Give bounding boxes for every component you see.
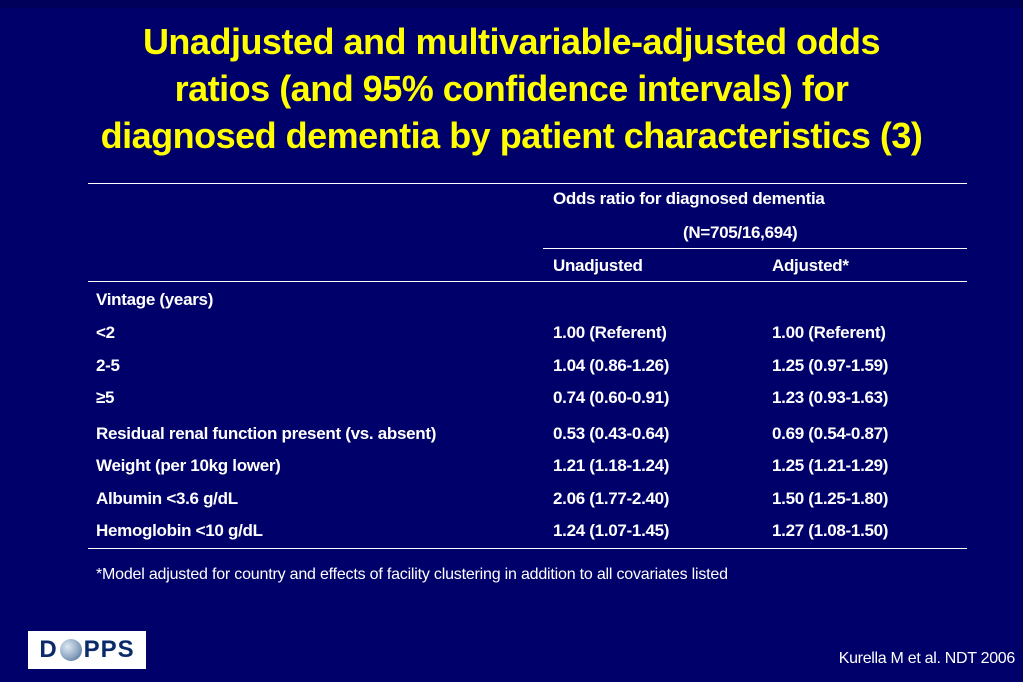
adjusted-value: 0.69 (0.54-0.87) [772, 424, 889, 443]
unadjusted-value: 1.21 (1.18-1.24) [553, 456, 670, 475]
header-group-label: Odds ratio for diagnosed dementia [553, 189, 825, 208]
row-label: Weight (per 10kg lower) [96, 456, 281, 475]
unadjusted-value: 1.24 (1.07-1.45) [553, 521, 670, 540]
row-label: <2 [96, 323, 115, 342]
adjusted-value: 1.50 (1.25-1.80) [772, 489, 889, 508]
citation: Kurella M et al. NDT 2006 [838, 650, 1016, 667]
unadjusted-value: 2.06 (1.77-2.40) [553, 489, 670, 508]
header-group-rule [543, 248, 967, 249]
row-label: 2-5 [96, 356, 120, 375]
top-strip [0, 0, 1023, 8]
header-bottom-rule [88, 281, 967, 282]
adjusted-value: 1.00 (Referent) [772, 323, 886, 342]
adjusted-value: 1.27 (1.08-1.50) [772, 521, 889, 540]
title-line-1: Unadjusted and multivariable-adjusted od… [142, 21, 881, 62]
row-label: Vintage (years) [96, 290, 214, 309]
unadjusted-value: 0.53 (0.43-0.64) [553, 424, 670, 443]
column-header-unadjusted: Unadjusted [553, 256, 643, 275]
row-label: ≥5 [96, 388, 115, 407]
row-label: Hemoglobin <10 g/dL [96, 521, 263, 540]
row-label: Residual renal function present (vs. abs… [96, 424, 437, 443]
title-line-2: ratios (and 95% confidence intervals) fo… [174, 68, 849, 109]
column-header-adjusted: Adjusted* [772, 256, 849, 275]
table-footnote: *Model adjusted for country and effects … [96, 566, 728, 583]
dopps-logo: D PPS [28, 631, 146, 669]
adjusted-value: 1.25 (0.97-1.59) [772, 356, 889, 375]
logo-text-right: PPS [83, 636, 135, 663]
unadjusted-value: 1.04 (0.86-1.26) [553, 356, 670, 375]
unadjusted-value: 0.74 (0.60-0.91) [553, 388, 670, 407]
adjusted-value: 1.23 (0.93-1.63) [772, 388, 889, 407]
row-label: Albumin <3.6 g/dL [96, 489, 238, 508]
table-top-rule [88, 183, 967, 184]
unadjusted-value: 1.00 (Referent) [553, 323, 667, 342]
logo-text-left: D [39, 636, 58, 663]
globe-icon [59, 639, 82, 661]
adjusted-value: 1.25 (1.21-1.29) [772, 456, 889, 475]
title-line-3: diagnosed dementia by patient characteri… [100, 115, 923, 156]
table-bottom-rule [88, 548, 967, 549]
slide-title: Unadjusted and multivariable-adjusted od… [0, 18, 1023, 159]
header-group-n: (N=705/16,694) [683, 223, 798, 242]
